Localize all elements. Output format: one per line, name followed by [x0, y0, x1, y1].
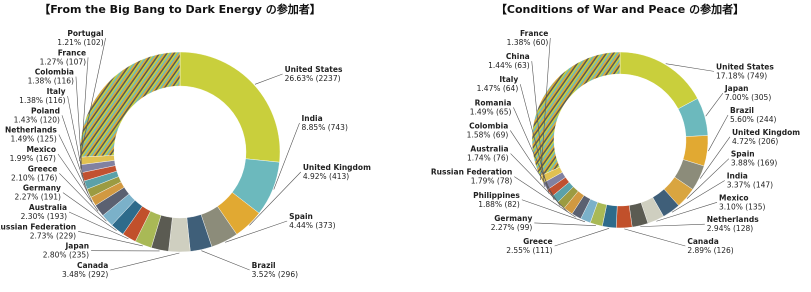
- value-label: 3.10% (135): [719, 202, 765, 211]
- slice-label: Japan: [65, 242, 90, 251]
- slice-label: Germany: [23, 184, 61, 193]
- value-label: 2.27% (99): [491, 223, 533, 232]
- value-label: 17.18% (749): [716, 71, 767, 80]
- value-label: 8.85% (743): [302, 123, 348, 132]
- value-label: 1.47% (64): [477, 84, 519, 93]
- value-label: 4.92% (413): [303, 172, 349, 181]
- leader-line: [708, 115, 728, 151]
- value-label: 1.88% (82): [478, 200, 520, 209]
- slice-label: Canada: [687, 237, 718, 246]
- value-label: 3.48% (292): [62, 270, 108, 279]
- slice-label: Mexico: [26, 145, 56, 154]
- value-label: 3.52% (296): [252, 270, 298, 279]
- value-label: 2.89% (126): [687, 246, 733, 255]
- slice-label: Greece: [523, 237, 553, 246]
- value-label: 4.44% (373): [289, 221, 335, 230]
- value-label: 1.74% (76): [467, 154, 509, 163]
- value-label: 1.58% (69): [467, 130, 509, 139]
- slice-label: Mexico: [719, 193, 749, 202]
- value-label: 1.38% (60): [507, 38, 549, 47]
- leader-line: [555, 228, 609, 246]
- slice-label: Netherlands: [5, 126, 57, 135]
- slice: [180, 52, 280, 162]
- chart-title: 【Conditions of War and Peace の参加者】: [496, 2, 744, 16]
- value-label: 3.37% (147): [727, 181, 773, 190]
- slice-label: India: [727, 172, 748, 181]
- slice-label: Brazil: [252, 261, 276, 270]
- slice-label: United Kingdom: [303, 163, 371, 172]
- slice-label: China: [506, 52, 530, 61]
- value-label: 1.79% (78): [471, 177, 513, 186]
- slice-label: France: [520, 29, 548, 38]
- leader-line: [706, 93, 723, 116]
- chart-title: 【From the Big Bang to Dark Energy の参加者】: [39, 2, 321, 16]
- value-label: 2.55% (111): [506, 246, 552, 255]
- value-label: 1.38% (116): [19, 96, 65, 105]
- slice-label: Australia: [29, 203, 67, 212]
- value-label: 7.00% (305): [725, 93, 771, 102]
- slice-label: Italy: [499, 75, 518, 84]
- slice-label: Japan: [724, 84, 749, 93]
- value-label: 1.27% (107): [40, 57, 86, 66]
- value-label: 5.60% (244): [730, 115, 776, 124]
- leader-line: [640, 224, 704, 226]
- leader-line: [255, 74, 283, 84]
- slice-label: United States: [285, 65, 343, 74]
- slice-label: Russian Federation: [0, 222, 76, 231]
- value-label: 2.10% (176): [11, 173, 57, 182]
- leader-line: [534, 223, 596, 226]
- value-label: 2.73% (229): [30, 231, 76, 240]
- value-label: 1.21% (102): [57, 38, 103, 47]
- value-label: 1.49% (125): [10, 135, 56, 144]
- slice-label: Spain: [289, 212, 313, 221]
- slice-label: Colombia: [469, 121, 508, 130]
- slice-label: Spain: [731, 150, 755, 159]
- slice-label: Colombia: [35, 68, 74, 77]
- value-label: 3.88% (169): [731, 159, 777, 168]
- slice-label: Romania: [475, 98, 512, 107]
- value-label: 2.80% (235): [43, 251, 89, 260]
- value-label: 2.30% (193): [21, 212, 67, 221]
- value-label: 2.94% (128): [707, 224, 753, 233]
- leader-line: [76, 77, 82, 177]
- slice-label: Greece: [28, 164, 58, 173]
- slice: [620, 52, 698, 109]
- slice-label: United Kingdom: [732, 128, 800, 137]
- slice: [80, 52, 180, 157]
- slice-label: United States: [716, 62, 774, 71]
- slice-label: Portugal: [67, 29, 103, 38]
- value-label: 1.44% (63): [488, 61, 530, 70]
- leader-line: [110, 253, 179, 270]
- slice-label: Poland: [31, 106, 60, 115]
- value-label: 1.49% (65): [470, 107, 512, 116]
- value-label: 1.43% (120): [14, 115, 60, 124]
- leader-line: [201, 251, 249, 270]
- slice-label: Canada: [77, 261, 108, 270]
- slice-label: Netherlands: [707, 215, 759, 224]
- slice: [616, 205, 632, 228]
- slice-label: India: [302, 114, 323, 123]
- slice-label: Germany: [494, 214, 532, 223]
- value-label: 4.72% (206): [732, 137, 778, 146]
- slice-label: Philippines: [473, 191, 520, 200]
- slice-label: Russian Federation: [431, 168, 512, 177]
- slice-label: Italy: [47, 87, 66, 96]
- value-label: 26.63% (2237): [285, 74, 341, 83]
- value-label: 2.27% (191): [15, 193, 61, 202]
- slice-label: Australia: [470, 145, 508, 154]
- value-label: 1.38% (116): [28, 77, 74, 86]
- value-label: 1.99% (167): [10, 154, 56, 163]
- leader-line: [624, 229, 685, 246]
- slice-label: France: [58, 48, 86, 57]
- slice-label: Brazil: [730, 106, 754, 115]
